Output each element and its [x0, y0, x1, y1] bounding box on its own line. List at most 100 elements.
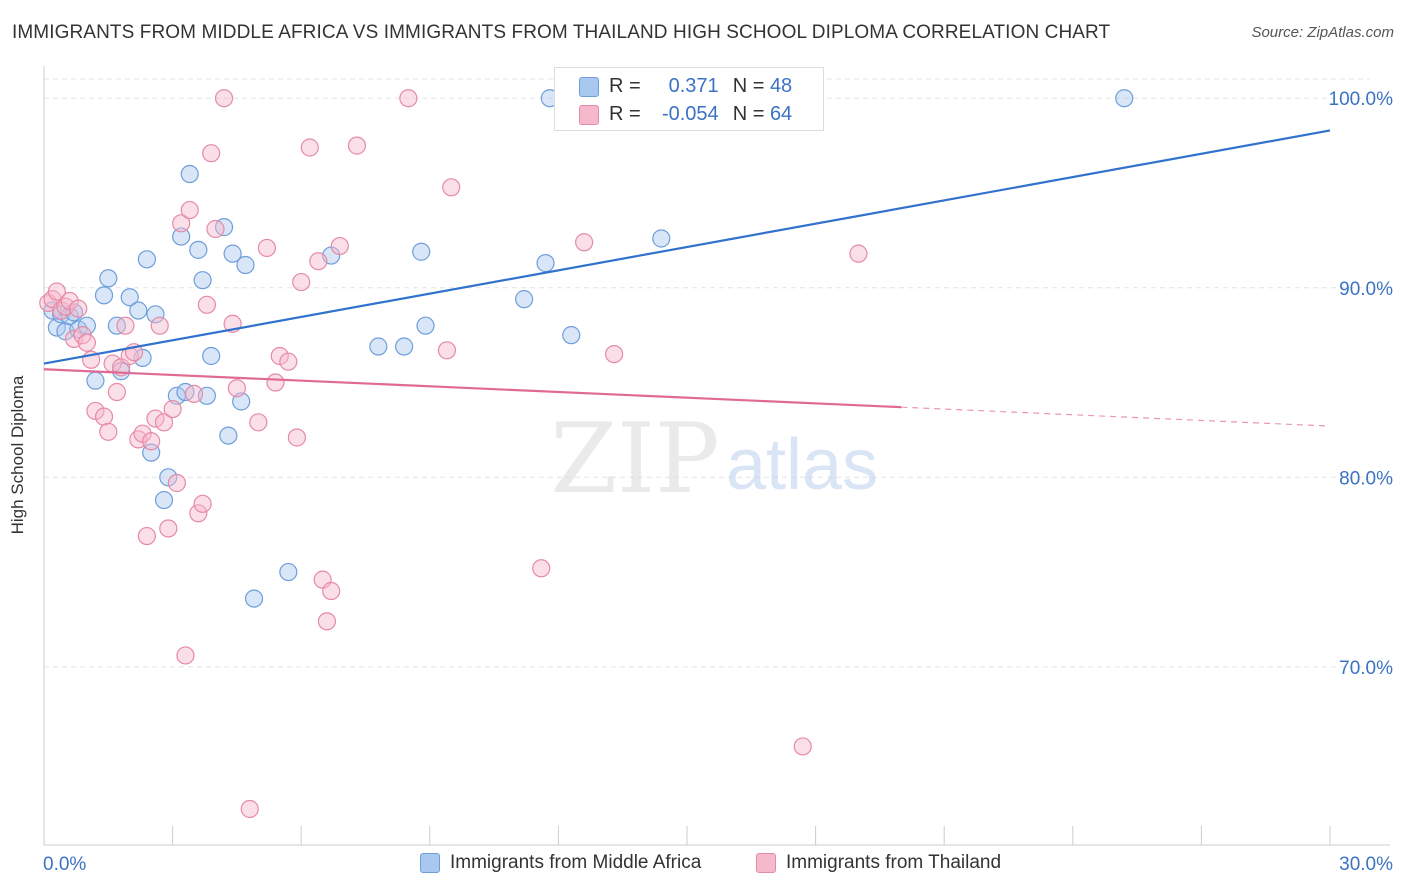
legend-r-value-middle-africa: 0.371	[668, 75, 719, 98]
series-legend-swatch-thailand	[756, 853, 776, 873]
data-point	[257, 238, 277, 258]
series-legend: Immigrants from Middle Africa Immigrants…	[0, 852, 1406, 878]
data-point	[146, 409, 165, 428]
data-point	[515, 290, 534, 309]
data-point	[99, 269, 118, 288]
series-legend-middle-africa: Immigrants from Middle Africa	[420, 852, 701, 874]
data-point	[94, 407, 114, 426]
source-credit: Source: ZipAtlas.com	[1251, 24, 1394, 41]
data-point	[189, 504, 208, 523]
data-point	[849, 244, 868, 263]
data-point	[172, 214, 191, 233]
data-point	[1115, 89, 1134, 108]
data-point	[412, 242, 431, 261]
legend-row-middle-africa: R = 0.371 N = 48	[579, 75, 792, 97]
data-point	[394, 337, 414, 356]
y-tick-labels: 70.0% 80.0% 90.0% 100.0%	[1329, 89, 1394, 679]
data-point	[99, 422, 118, 441]
data-point	[399, 89, 418, 108]
data-point	[146, 305, 165, 324]
axes	[43, 66, 1390, 846]
data-point	[266, 373, 285, 392]
data-point	[532, 559, 551, 578]
data-point	[562, 326, 581, 345]
data-point	[202, 346, 221, 366]
data-point	[116, 316, 135, 335]
y-axis-label: High School Diploma	[8, 375, 27, 535]
series-middle-africa-points	[43, 89, 1134, 608]
data-point	[317, 612, 337, 631]
data-point	[244, 589, 264, 608]
data-point	[120, 288, 139, 307]
correlation-legend: R = 0.371 N = 48 R = -0.054 N = 64	[554, 67, 824, 131]
trend-line	[43, 368, 902, 409]
trend-line	[43, 129, 1331, 365]
data-point	[77, 333, 96, 352]
data-point	[184, 384, 204, 404]
data-point	[94, 286, 114, 305]
data-point	[652, 229, 671, 248]
watermark: ZIP atlas	[550, 403, 878, 515]
data-point	[575, 233, 594, 252]
data-point	[300, 138, 319, 157]
series-thailand-points	[39, 89, 868, 819]
data-point	[347, 136, 367, 155]
data-point	[793, 737, 812, 756]
data-point	[107, 382, 126, 402]
data-point	[279, 352, 298, 371]
data-point	[69, 299, 88, 318]
watermark-zip: ZIP	[550, 403, 719, 515]
x-tick-label: 0.0%	[43, 854, 86, 875]
data-point	[129, 301, 148, 320]
data-point	[369, 337, 388, 356]
data-point	[292, 272, 311, 292]
data-point	[193, 494, 212, 513]
data-point	[214, 89, 234, 108]
data-point	[176, 646, 195, 665]
y-tick-label: 80.0%	[1339, 468, 1393, 489]
data-point	[167, 473, 186, 493]
legend-swatch-thailand	[579, 104, 599, 125]
data-point	[227, 379, 246, 398]
data-point	[322, 581, 341, 601]
data-point	[193, 271, 212, 290]
data-point	[240, 799, 259, 819]
series-legend-label-thailand: Immigrants from Thailand	[786, 852, 1002, 873]
data-point	[172, 227, 191, 246]
watermark-atlas: atlas	[726, 425, 878, 505]
data-point	[416, 316, 435, 335]
data-point	[150, 316, 169, 335]
data-point	[180, 164, 199, 184]
y-tick-label: 70.0%	[1339, 658, 1393, 679]
y-tick-label: 100.0%	[1329, 89, 1394, 110]
gridlines	[44, 78, 1370, 668]
x-tick-label: 30.0%	[1339, 854, 1393, 875]
data-point	[330, 236, 349, 256]
legend-swatch-middle-africa	[579, 76, 599, 97]
chart-title: IMMIGRANTS FROM MIDDLE AFRICA VS IMMIGRA…	[12, 22, 1111, 43]
data-point	[47, 282, 66, 301]
y-tick-label: 90.0%	[1339, 279, 1393, 300]
data-point	[219, 426, 238, 445]
data-point	[202, 144, 221, 163]
x-tick-labels: 0.0% 30.0%	[43, 854, 1393, 875]
legend-row-thailand: R = -0.054 N = 64	[579, 103, 792, 125]
data-point	[86, 371, 105, 390]
data-point	[249, 413, 268, 432]
data-point	[142, 432, 161, 451]
data-point	[137, 526, 156, 546]
data-point	[163, 399, 182, 419]
legend-r-label: R =	[609, 103, 641, 126]
data-point	[437, 341, 457, 360]
data-point	[442, 178, 461, 197]
data-point	[279, 562, 298, 582]
data-point	[159, 519, 178, 538]
trend-lines	[43, 129, 1331, 427]
data-point	[197, 295, 216, 314]
data-point	[309, 252, 328, 271]
data-point	[223, 244, 242, 263]
data-point	[189, 240, 208, 259]
data-point	[287, 428, 307, 447]
legend-n-value-thailand: 64	[769, 103, 793, 126]
